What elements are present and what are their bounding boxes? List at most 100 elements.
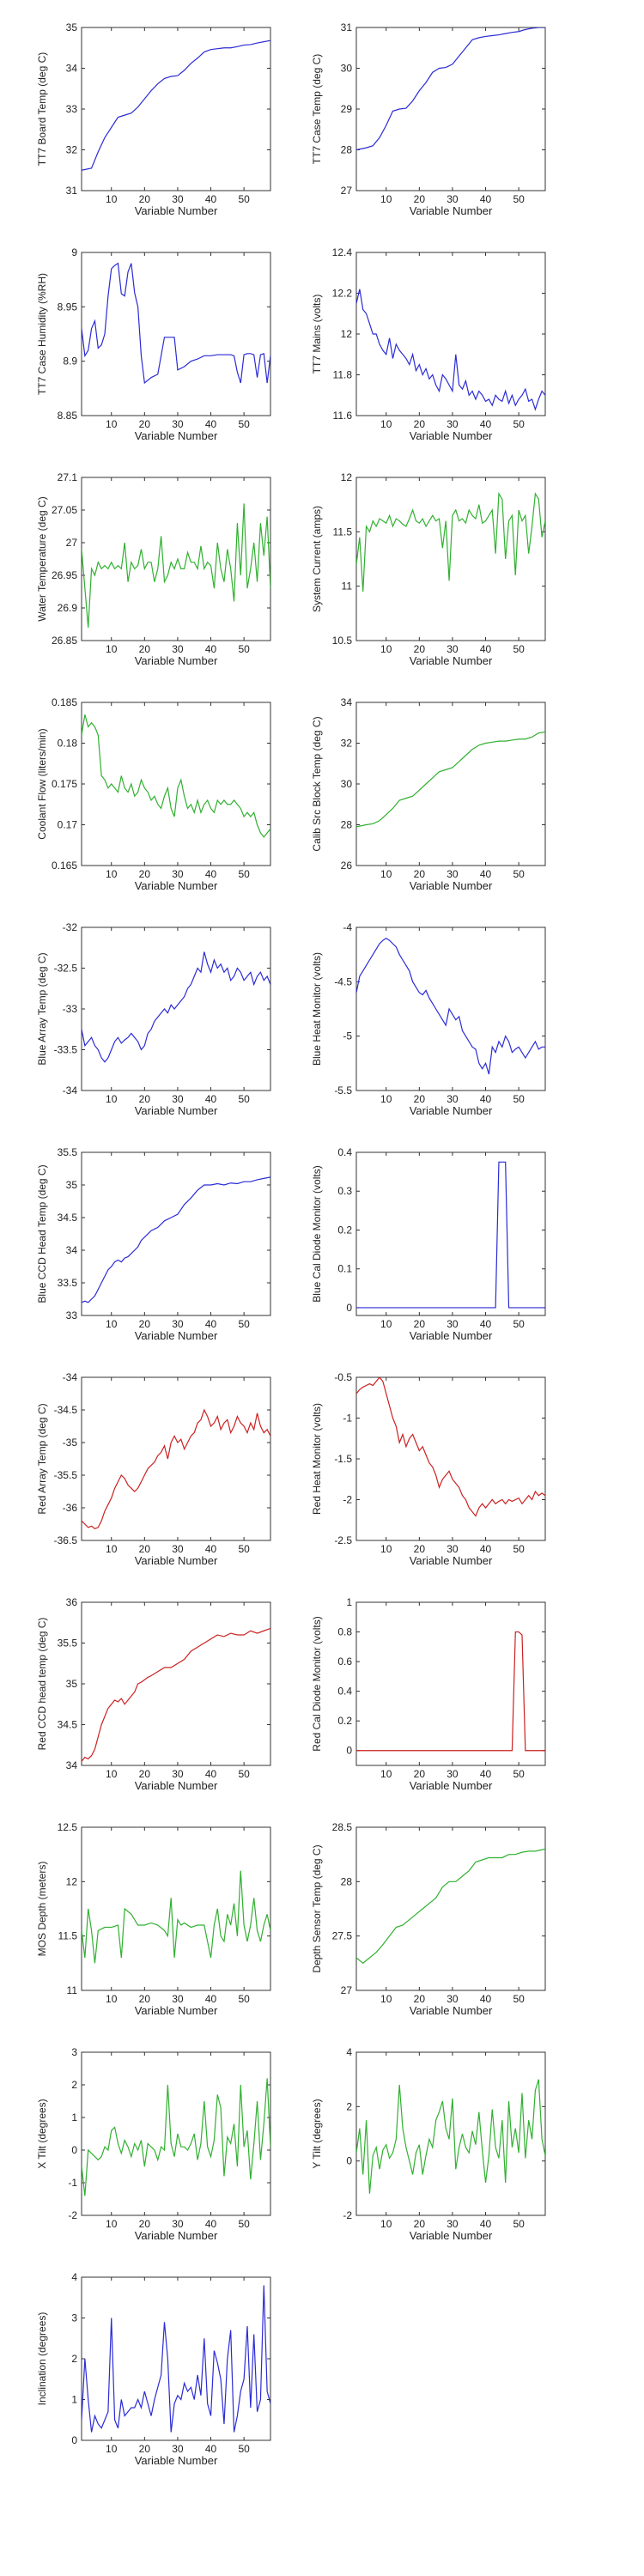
x-tick-label: 10 <box>106 1318 118 1330</box>
x-axis-label: Variable Number <box>410 204 493 217</box>
x-tick-label: 50 <box>238 2218 250 2230</box>
x-tick-label: 20 <box>414 193 426 205</box>
y-axis-label: Inclination (degrees) <box>36 2312 48 2406</box>
x-tick-label: 30 <box>447 1768 459 1780</box>
y-tick-label: 11.5 <box>333 526 353 538</box>
y-tick-label: 11 <box>67 1984 78 1996</box>
y-tick-label: 32 <box>341 738 353 750</box>
y-tick-label: 27 <box>341 185 353 197</box>
y-tick-label: 29 <box>341 103 353 115</box>
y-tick-label: 0 <box>346 1302 352 1314</box>
x-tick-label: 10 <box>106 643 118 655</box>
x-tick-label: 50 <box>513 1993 525 2005</box>
y-tick-label: -2 <box>343 2209 352 2221</box>
chart-panel: 10 20 30 40 50 34 34.5 35 35.5 36 Variable Number R… <box>36 1596 271 1792</box>
chart-panel: 10 20 30 40 50 -2.5 -2 -1.5 -1 -0.5 Variable Numbe… <box>311 1371 546 1567</box>
x-tick-label: 40 <box>480 193 492 205</box>
chart-panel: 10 20 30 40 50 0.165 0.17 0.175 0.18 0.185 Variabl… <box>36 696 271 892</box>
y-tick-label: -33.5 <box>54 1044 78 1056</box>
x-tick-label: 10 <box>380 2218 392 2230</box>
y-tick-label: -36.5 <box>54 1534 78 1546</box>
series-line <box>356 2079 545 2194</box>
y-tick-label: -32.5 <box>54 963 78 975</box>
x-axis-label: Variable Number <box>135 2454 218 2467</box>
x-axis-label: Variable Number <box>135 1104 218 1117</box>
y-tick-label: -2 <box>68 2209 77 2221</box>
x-tick-label: 40 <box>480 643 492 655</box>
y-axis-label: Red Cal Diode Monitor (volts) <box>311 1616 323 1751</box>
y-tick-label: -5.5 <box>334 1084 352 1097</box>
x-tick-label: 30 <box>447 868 459 880</box>
x-tick-label: 20 <box>139 2218 151 2230</box>
x-tick-label: 30 <box>447 193 459 205</box>
y-tick-label: 0.1 <box>337 1263 352 1275</box>
series-line <box>82 2078 270 2196</box>
x-tick-label: 20 <box>139 1993 151 2005</box>
x-axis-label: Variable Number <box>410 2004 493 2017</box>
plot-area <box>355 927 546 1091</box>
x-tick-label: 30 <box>447 2218 459 2230</box>
y-axis-label: Calib Src Block Temp (deg C) <box>311 716 323 851</box>
x-tick-label: 10 <box>106 418 118 430</box>
x-axis-label: Variable Number <box>135 204 218 217</box>
x-tick-label: 10 <box>106 1093 118 1105</box>
plot-area <box>81 1376 271 1541</box>
x-tick-label: 40 <box>480 1993 492 2005</box>
y-axis-label: Water Temperature (deg C) <box>36 496 48 621</box>
y-tick-label: 35 <box>66 21 78 33</box>
y-tick-label: -34.5 <box>54 1404 78 1416</box>
x-tick-label: 50 <box>238 1543 250 1555</box>
chart-panel: 10 20 30 40 50 8.85 8.9 8.95 9 Variable Number TT7… <box>36 246 271 442</box>
series-line <box>82 39 270 171</box>
y-tick-label: 30 <box>341 778 353 790</box>
x-tick-label: 50 <box>513 643 525 655</box>
x-tick-label: 10 <box>380 1993 392 2005</box>
chart-panel: 10 20 30 40 50 26.85 26.9 26.95 27 27.05 27.1 Varia… <box>36 471 271 667</box>
y-tick-label: -1 <box>343 1413 352 1425</box>
x-tick-label: 40 <box>205 193 217 205</box>
x-tick-label: 30 <box>447 1993 459 2005</box>
x-tick-label: 10 <box>106 1993 118 2005</box>
y-tick-label: 12.4 <box>332 246 353 258</box>
x-tick-label: 50 <box>238 1993 250 2005</box>
y-tick-label: 3 <box>71 2046 77 2058</box>
x-axis-label: Variable Number <box>135 1779 218 1792</box>
y-tick-label: 0 <box>346 2155 352 2167</box>
y-tick-label: -2.5 <box>334 1534 352 1546</box>
y-tick-label: 34.5 <box>58 1212 78 1224</box>
x-tick-label: 40 <box>480 418 492 430</box>
y-tick-label: 1 <box>71 2111 77 2123</box>
y-tick-label: 0.8 <box>337 1626 352 1638</box>
series-line <box>356 1848 545 1965</box>
series-line <box>82 2285 270 2433</box>
x-tick-label: 20 <box>139 1768 151 1780</box>
x-tick-label: 20 <box>414 1543 426 1555</box>
y-tick-label: -1 <box>68 2177 77 2189</box>
y-tick-label: -2 <box>343 1494 352 1506</box>
x-axis-label: Variable Number <box>135 2004 218 2017</box>
y-tick-label: 26 <box>341 860 353 872</box>
y-axis-label: TT7 Board Temp (deg C) <box>36 52 48 167</box>
y-tick-label: 4 <box>71 2271 77 2283</box>
x-tick-label: 50 <box>238 418 250 430</box>
y-axis-label: Coolant Flow (liters/min) <box>36 728 48 839</box>
x-axis-label: Variable Number <box>135 879 218 892</box>
y-tick-label: 0.165 <box>52 860 77 872</box>
y-tick-label: -34 <box>63 1371 78 1383</box>
x-axis-label: Variable Number <box>410 654 493 667</box>
y-axis-label: System Current (amps) <box>311 506 323 612</box>
y-tick-label: 12.5 <box>58 1821 78 1833</box>
chart-panel: 10 20 30 40 50 10.5 11 11.5 12 Variable Number Sys… <box>311 471 546 667</box>
y-axis-label: Blue Array Temp (deg C) <box>36 952 48 1065</box>
x-tick-label: 40 <box>205 1768 217 1780</box>
x-tick-label: 40 <box>205 1093 217 1105</box>
y-tick-label: 11.6 <box>333 410 353 422</box>
x-tick-label: 30 <box>447 1543 459 1555</box>
y-axis-label: Depth Sensor Temp (deg C) <box>311 1844 323 1972</box>
chart-panel: 10 20 30 40 50 26 28 30 32 34 Variable Number Calib… <box>311 696 546 892</box>
chart-panel: 10 20 30 40 50 11.6 11.8 12 12.2 12.4 Variable Num… <box>311 246 546 442</box>
y-tick-label: 4 <box>346 2046 352 2058</box>
y-axis-label: Red Array Temp (deg C) <box>36 1403 48 1514</box>
y-tick-label: 11.5 <box>58 1930 78 1942</box>
chart-panel: 10 20 30 40 50 -2 0 2 4 Variable Number Y Tilt (de… <box>311 2046 546 2242</box>
